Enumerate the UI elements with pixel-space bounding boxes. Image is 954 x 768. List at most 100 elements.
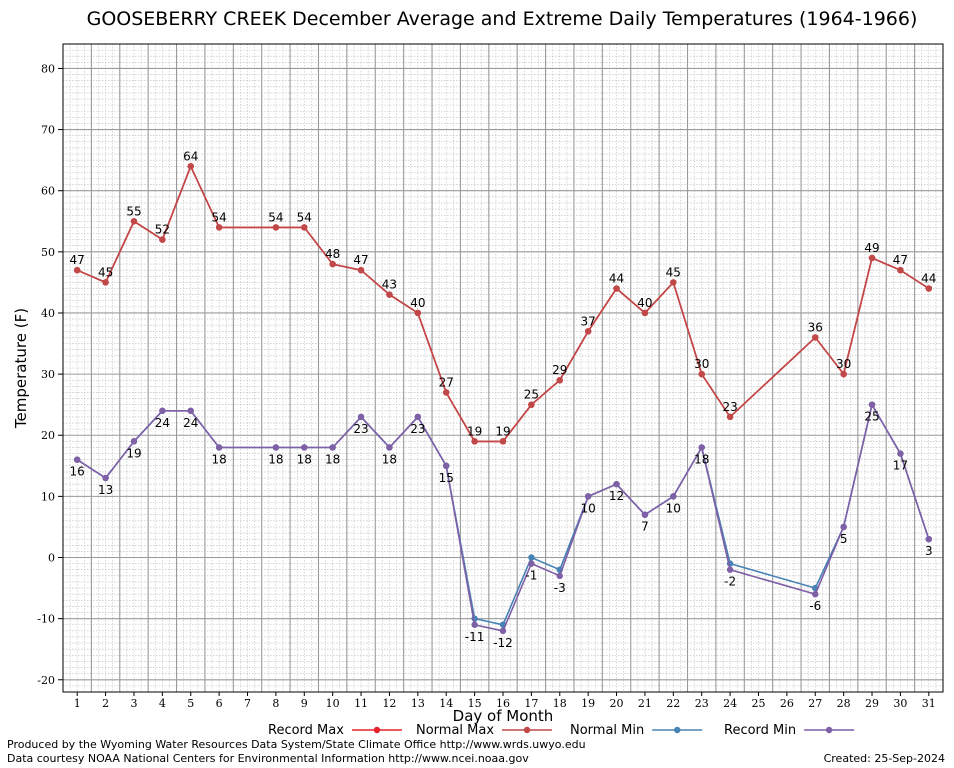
x-tick-label: 6 <box>216 697 223 710</box>
series-layer <box>73 163 933 635</box>
footer-data-source: Data courtesy NOAA National Centers for … <box>7 752 529 765</box>
record-max-label: 37 <box>581 314 596 328</box>
data-point-normal-max <box>812 334 819 341</box>
data-point-normal-max <box>698 370 705 378</box>
data-point-record-min <box>613 480 620 488</box>
data-point-normal-max <box>130 218 138 225</box>
x-tick-label: 12 <box>382 697 396 710</box>
data-point-record-min <box>641 511 649 518</box>
legend-label: Record Max <box>268 723 344 738</box>
x-tick-label: 19 <box>581 697 595 710</box>
record-max-label: 47 <box>353 253 368 267</box>
record-max-label: 44 <box>609 272 624 286</box>
data-point-record-min <box>698 444 705 451</box>
x-tick-label: 26 <box>780 697 794 710</box>
data-point-normal-max <box>670 279 677 286</box>
x-tick-label: 9 <box>301 697 308 710</box>
record-min-label: 18 <box>325 452 340 466</box>
y-tick-label: 70 <box>41 124 55 137</box>
record-min-label: 23 <box>410 422 425 436</box>
data-point-record-min <box>414 413 422 421</box>
chart-title: GOOSEBERRY CREEK December Average and Ex… <box>86 8 918 30</box>
record-max-label: 54 <box>268 210 283 224</box>
data-point-record-min <box>726 566 734 573</box>
record-min-label: 3 <box>925 544 933 558</box>
data-point-normal-max <box>386 291 393 298</box>
legend: Record Max Normal Max Normal Min Record Min <box>268 723 855 738</box>
record-min-label: 15 <box>439 471 454 485</box>
data-point-normal-max <box>102 279 109 286</box>
data-point-normal-max <box>73 266 81 274</box>
x-tick-label: 8 <box>272 697 279 710</box>
data-point-normal-max <box>414 309 422 317</box>
record-min-label: 17 <box>893 459 908 473</box>
y-tick-label: 30 <box>41 368 55 381</box>
plot-frame <box>62 43 944 693</box>
data-point-record-min <box>584 493 592 500</box>
legend-swatch-marker <box>523 726 531 734</box>
record-max-label: 64 <box>183 149 198 163</box>
x-tick-label: 29 <box>865 697 879 710</box>
data-point-record-min <box>215 444 223 451</box>
x-axis-title: Day of Month <box>453 707 554 725</box>
data-point-record-min <box>868 401 876 408</box>
record-min-label: 18 <box>694 452 709 466</box>
y-tick-label: -20 <box>37 674 55 687</box>
record-min-label: -12 <box>493 636 513 650</box>
x-tick-label: 13 <box>411 697 425 710</box>
data-point-normal-max <box>499 438 507 445</box>
data-point-normal-max <box>868 254 876 262</box>
data-point-normal-max <box>329 260 336 268</box>
record-min-label: 13 <box>98 483 113 497</box>
record-max-label: 45 <box>98 265 113 279</box>
data-point-normal-max <box>443 389 450 396</box>
data-point-record-min <box>471 621 478 628</box>
data-point-normal-max <box>840 370 847 378</box>
x-tick-label: 11 <box>354 697 368 710</box>
data-point-normal-max <box>556 377 563 384</box>
legend-swatch-marker <box>373 726 381 734</box>
x-tick-label: 23 <box>695 697 709 710</box>
data-point-record-min <box>528 560 535 567</box>
footer-credit: Produced by the Wyoming Water Resources … <box>7 738 586 751</box>
record-max-label: 44 <box>921 272 936 286</box>
legend-label: Normal Max <box>416 723 494 738</box>
record-min-label: 7 <box>641 520 649 534</box>
data-point-normal-max <box>641 309 649 317</box>
legend-swatch-marker <box>674 726 681 734</box>
data-point-normal-max <box>301 224 308 231</box>
legend-label: Record Min <box>724 723 796 738</box>
record-min-label: 18 <box>211 452 226 466</box>
record-max-label: 47 <box>893 253 908 267</box>
y-tick-label: 40 <box>41 307 55 320</box>
y-tick-label: -10 <box>37 613 55 626</box>
record-max-label: 48 <box>325 247 340 261</box>
record-max-label: 49 <box>864 241 879 255</box>
record-min-label: 24 <box>183 416 198 430</box>
x-tick-label: 10 <box>326 697 340 710</box>
data-point-normal-max <box>159 236 166 243</box>
x-tick-label: 28 <box>837 697 851 710</box>
data-point-normal-max <box>584 328 592 335</box>
record-max-label: 47 <box>70 253 85 267</box>
x-tick-label: 15 <box>468 697 482 710</box>
record-min-label: -3 <box>554 581 566 595</box>
record-min-label: 16 <box>70 465 85 479</box>
x-tick-label: 20 <box>610 697 624 710</box>
data-point-normal-max <box>471 438 478 445</box>
series-line-record-min <box>76 402 930 632</box>
data-point-record-min <box>301 444 308 451</box>
data-point-record-min <box>897 450 904 457</box>
x-tick-label: 14 <box>439 697 453 710</box>
x-tick-label: 17 <box>524 697 538 710</box>
record-max-label: 29 <box>552 363 567 377</box>
data-point-normal-max <box>925 285 933 292</box>
y-axis-title: Temperature (F) <box>12 308 30 429</box>
record-max-label: 40 <box>410 296 425 310</box>
data-point-normal-max <box>357 266 365 274</box>
data-point-normal-max <box>528 401 535 408</box>
y-tick-label: 50 <box>41 246 55 259</box>
